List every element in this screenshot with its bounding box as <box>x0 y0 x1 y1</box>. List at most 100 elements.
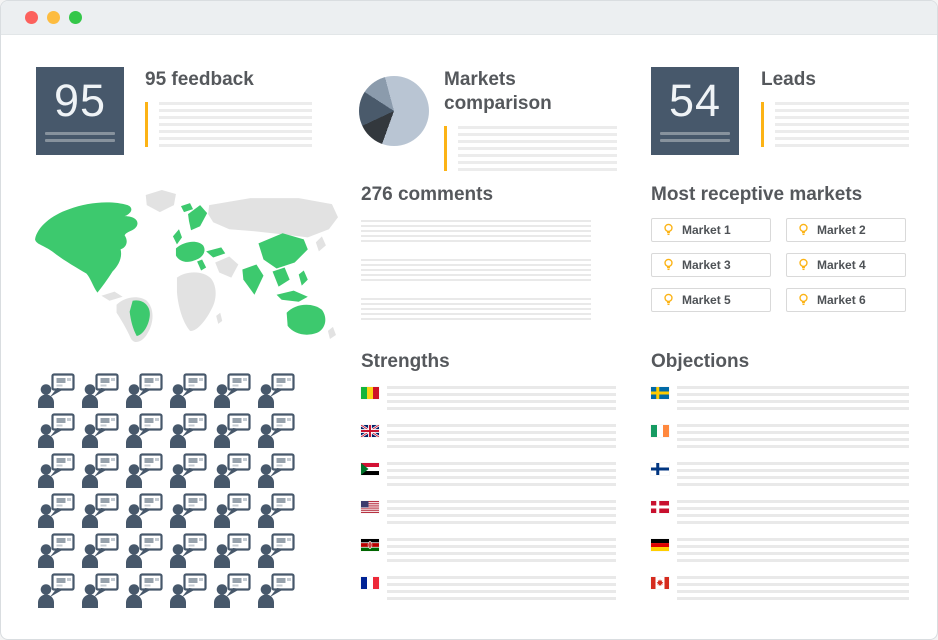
commenter-cell <box>81 453 125 493</box>
person-comment-icon <box>170 493 207 528</box>
strength-item-france <box>361 575 616 601</box>
person-comment-icon <box>126 493 163 528</box>
flag-denmark-icon <box>651 500 669 513</box>
person-comment-icon <box>38 373 75 408</box>
map-region-turkey <box>206 247 226 258</box>
comments-title: 276 comments <box>361 184 494 205</box>
stat-underline <box>45 132 115 135</box>
map-region-scandinavia <box>188 205 208 231</box>
person-comment-icon <box>38 573 75 608</box>
market-button-2[interactable]: Market 2 <box>786 217 906 242</box>
commenter-cell <box>37 493 81 533</box>
flag-france-icon <box>361 576 379 589</box>
placeholder-text-lines <box>677 537 909 563</box>
commenter-cell <box>125 373 169 413</box>
window-titlebar <box>1 1 937 35</box>
minimize-window-button[interactable] <box>47 11 60 24</box>
stat-underline <box>660 132 730 135</box>
person-comment-icon <box>258 573 295 608</box>
commenters-icon-grid <box>37 373 301 613</box>
map-region-madagascar <box>216 312 223 324</box>
commenter-cell <box>169 533 213 573</box>
commenter-cell <box>213 573 257 613</box>
commenter-cell <box>213 373 257 413</box>
placeholder-text-lines <box>387 385 616 411</box>
feedback-card-title: 95 feedback <box>145 69 254 90</box>
zoom-window-button[interactable] <box>69 11 82 24</box>
strength-item-united-kingdom <box>361 423 616 449</box>
markets-card-text: Markets comparison <box>444 67 617 171</box>
commenter-cell <box>37 453 81 493</box>
feedback-card-text: 95 feedback <box>145 67 312 155</box>
commenter-cell <box>125 453 169 493</box>
map-region-middle-east <box>215 256 239 278</box>
market-button-1[interactable]: Market 1 <box>651 217 771 242</box>
map-region-north-america <box>35 202 138 293</box>
placeholder-text-lines <box>387 461 616 487</box>
commenter-cell <box>257 413 301 453</box>
commenter-cell <box>81 373 125 413</box>
strengths-title: Strengths <box>361 351 450 372</box>
market-button-5[interactable]: Market 5 <box>651 287 771 312</box>
commenter-cell <box>125 493 169 533</box>
market-button-6[interactable]: Market 6 <box>786 287 906 312</box>
person-comment-icon <box>170 373 207 408</box>
map-region-iceland <box>180 203 194 213</box>
commenter-cell <box>257 573 301 613</box>
commenter-cell <box>169 453 213 493</box>
commenter-cell <box>169 493 213 533</box>
strength-item-kenya <box>361 537 616 563</box>
market-button-label: Market 5 <box>682 292 731 307</box>
placeholder-text-lines <box>677 385 909 411</box>
market-button-grid: Market 1 Market 2 Market 3 Market 4 Market 5… <box>651 217 906 312</box>
person-comment-icon <box>38 453 75 488</box>
commenter-cell <box>213 493 257 533</box>
lightbulb-icon <box>799 293 808 305</box>
stat-underline <box>660 139 730 142</box>
flag-united-kingdom-icon <box>361 424 379 437</box>
person-comment-icon <box>38 413 75 448</box>
person-comment-icon <box>82 533 119 568</box>
map-region-philippines <box>298 270 308 286</box>
person-comment-icon <box>126 573 163 608</box>
commenter-cell <box>257 453 301 493</box>
close-window-button[interactable] <box>25 11 38 24</box>
market-button-3[interactable]: Market 3 <box>651 252 771 277</box>
map-region-brazil <box>129 300 150 336</box>
flag-finland-icon <box>651 462 669 475</box>
map-region-western-europe <box>175 241 205 262</box>
commenter-cell <box>37 573 81 613</box>
commenter-cell <box>125 413 169 453</box>
person-comment-icon <box>38 493 75 528</box>
strength-item-mali <box>361 385 616 411</box>
receptive-markets-title: Most receptive markets <box>651 184 863 205</box>
strength-item-sudan <box>361 461 616 487</box>
commenter-cell <box>37 413 81 453</box>
placeholder-text-lines <box>387 575 616 601</box>
flag-united-states-icon <box>361 500 379 513</box>
map-region-indonesia <box>276 290 308 302</box>
person-comment-icon <box>258 453 295 488</box>
lightbulb-icon <box>799 258 808 270</box>
person-comment-icon <box>170 573 207 608</box>
person-comment-icon <box>258 413 295 448</box>
flag-canada-icon <box>651 576 669 589</box>
person-comment-icon <box>214 453 251 488</box>
map-region-japan <box>315 236 326 252</box>
map-region-greenland <box>145 190 176 213</box>
flag-ireland-icon <box>651 424 669 437</box>
market-button-4[interactable]: Market 4 <box>786 252 906 277</box>
leads-stat-value: 54 <box>668 75 722 126</box>
market-button-label: Market 1 <box>682 222 731 237</box>
markets-pie-chart <box>359 76 429 146</box>
map-region-new-zealand <box>327 326 336 339</box>
person-comment-icon <box>170 453 207 488</box>
flag-mali-icon <box>361 386 379 399</box>
placeholder-paragraph <box>361 297 591 323</box>
commenter-cell <box>213 413 257 453</box>
commenter-cell <box>81 533 125 573</box>
placeholder-text-lines <box>387 423 616 449</box>
person-comment-icon <box>214 573 251 608</box>
